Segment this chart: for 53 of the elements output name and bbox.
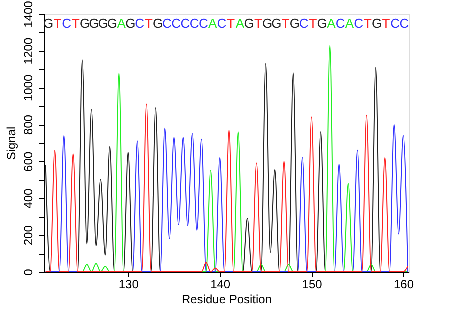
annotation: G [107,16,118,31]
x-axis-title: Residue Position [182,292,272,306]
annotation: T [144,16,153,31]
annotation: G [244,16,254,31]
y-tick-label: 1200 [22,38,36,65]
annotation: G [98,16,108,31]
x-tick-label: 140 [210,278,231,292]
annotation: G [290,16,300,31]
annotation: G [89,16,100,31]
annotation: C [217,16,227,31]
annotation: C [198,16,208,31]
annotation: G [153,16,164,31]
x-tick-label: 130 [118,278,140,292]
y-tick-label: 1000 [22,74,36,102]
annotation: T [309,16,318,31]
annotation: G [372,16,382,31]
annotation: T [282,16,290,31]
annotation: A [208,16,218,31]
y-tick-label: 600 [22,152,36,172]
annotation: C [62,16,72,31]
annotation: G [317,16,328,31]
y-tick-label: 200 [22,225,36,246]
annotation: C [190,16,200,31]
annotation: T [254,16,262,31]
annotation: T [227,16,236,31]
annotation: G [80,16,90,31]
annotation: G [262,16,273,31]
annotation: C [299,16,309,31]
annotation: G [126,16,136,31]
annotation: C [336,16,346,31]
annotation: C [180,16,190,31]
annotation: C [390,16,400,31]
y-axis-title: Signal [4,126,18,160]
annotation: A [327,16,336,31]
annotation: T [54,16,62,31]
annotation: C [400,16,410,31]
x-tick-label: 160 [394,278,414,292]
y-tick-label: 400 [22,188,36,209]
annotation: C [135,16,145,31]
y-tick-label: 1400 [22,0,36,28]
annotation: A [117,16,126,31]
annotation: T [382,16,390,31]
annotation: A [345,16,354,31]
annotation: C [162,16,172,31]
annotation: C [172,16,182,31]
annotation: T [364,16,372,31]
annotation: T [72,16,80,31]
y-tick-label: 800 [22,114,36,136]
x-tick-label: 150 [302,278,323,292]
annotation: A [236,16,245,31]
y-tick-label: 0 [22,268,36,276]
annotation: C [354,16,364,31]
annotation: G [272,16,282,31]
